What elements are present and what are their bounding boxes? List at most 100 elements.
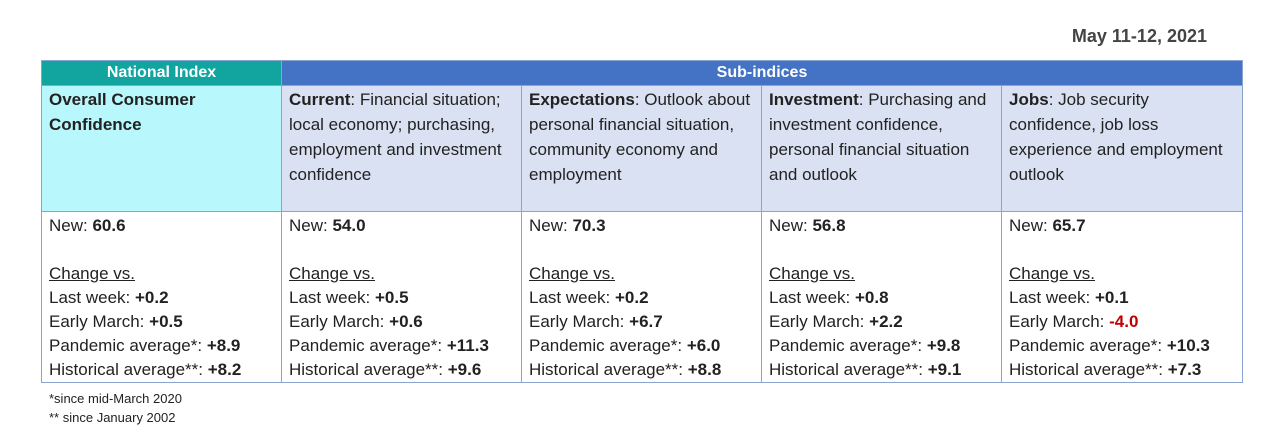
sub-indices-header: Sub-indices xyxy=(281,60,1243,86)
early-march-value: +0.5 xyxy=(149,312,183,331)
desc-title: Jobs xyxy=(1009,90,1049,109)
historical-label: Historical average**: xyxy=(49,360,208,379)
new-label: New: xyxy=(1009,216,1053,235)
spacer xyxy=(49,238,276,262)
pandemic-label: Pandemic average*: xyxy=(1009,336,1167,355)
last-week-value: +0.8 xyxy=(855,288,889,307)
early-march-line: Early March: +6.7 xyxy=(529,310,756,334)
historical-line: Historical average**: +8.2 xyxy=(49,358,276,382)
new-line: New: 60.6 xyxy=(49,214,276,238)
new-line: New: 54.0 xyxy=(289,214,516,238)
last-week-label: Last week: xyxy=(1009,288,1095,307)
stats-cell-investment: New: 56.8 Change vs. Last week: +0.8 Early … xyxy=(761,211,1002,383)
change-label: Change vs. xyxy=(1009,264,1095,283)
last-week-label: Last week: xyxy=(529,288,615,307)
new-value: 54.0 xyxy=(332,216,366,235)
new-value: 60.6 xyxy=(92,216,126,235)
change-label: Change vs. xyxy=(529,264,615,283)
new-value: 70.3 xyxy=(572,216,606,235)
pandemic-line: Pandemic average*: +6.0 xyxy=(529,334,756,358)
historical-line: Historical average**: +8.8 xyxy=(529,358,756,382)
early-march-label: Early March: xyxy=(49,312,150,331)
new-line: New: 70.3 xyxy=(529,214,756,238)
last-week-label: Last week: xyxy=(289,288,375,307)
new-line: New: 65.7 xyxy=(1009,214,1237,238)
historical-label: Historical average**: xyxy=(289,360,448,379)
historical-value: +9.6 xyxy=(447,360,482,379)
pandemic-value: +10.3 xyxy=(1166,336,1210,355)
historical-label: Historical average**: xyxy=(769,360,928,379)
spacer xyxy=(1009,238,1237,262)
historical-value: +8.8 xyxy=(687,360,722,379)
pandemic-label: Pandemic average*: xyxy=(289,336,447,355)
desc-title: Expectations xyxy=(529,90,635,109)
new-label: New: xyxy=(49,216,93,235)
desc-cell-jobs: Jobs: Job security confidence, job loss … xyxy=(1001,85,1243,212)
new-line: New: 56.8 xyxy=(769,214,996,238)
historical-value: +8.2 xyxy=(207,360,242,379)
stats-cell-jobs: New: 65.7 Change vs. Last week: +0.1 Early … xyxy=(1001,211,1243,383)
historical-line: Historical average**: +9.6 xyxy=(289,358,516,382)
pandemic-value: +8.9 xyxy=(206,336,241,355)
early-march-line: Early March: -4.0 xyxy=(1009,310,1237,334)
early-march-label: Early March: xyxy=(769,312,870,331)
change-label: Change vs. xyxy=(769,264,855,283)
pandemic-line: Pandemic average*: +11.3 xyxy=(289,334,516,358)
change-label: Change vs. xyxy=(289,264,375,283)
national-index-header: National Index xyxy=(41,60,282,86)
early-march-value: +2.2 xyxy=(869,312,903,331)
description-row: Overall Consumer Confidence Current: Fin… xyxy=(41,85,1243,212)
report-date: May 11-12, 2021 xyxy=(1071,26,1207,46)
early-march-line: Early March: +0.6 xyxy=(289,310,516,334)
last-week-value: +0.2 xyxy=(135,288,169,307)
early-march-label: Early March: xyxy=(529,312,630,331)
desc-title: Investment xyxy=(769,90,859,109)
footnote-pandemic: *since mid-March 2020 xyxy=(49,391,182,406)
change-label: Change vs. xyxy=(49,264,135,283)
desc-text: : Job security confidence, job loss expe… xyxy=(1009,90,1223,184)
footnote-historical: ** since January 2002 xyxy=(49,410,176,425)
historical-value: +9.1 xyxy=(927,360,962,379)
desc-cell-current: Current: Financial situation; local econ… xyxy=(281,85,522,212)
spacer xyxy=(529,238,756,262)
desc-title: Overall Consumer Confidence xyxy=(49,90,196,134)
stats-cell-expectations: New: 70.3 Change vs. Last week: +0.2 Early … xyxy=(521,211,762,383)
stats-cell-current: New: 54.0 Change vs. Last week: +0.5 Early … xyxy=(281,211,522,383)
pandemic-label: Pandemic average*: xyxy=(529,336,687,355)
new-value: 56.8 xyxy=(812,216,846,235)
last-week-value: +0.5 xyxy=(375,288,409,307)
new-label: New: xyxy=(769,216,813,235)
desc-text: : Purchasing and investment confidence, … xyxy=(769,90,987,184)
pandemic-label: Pandemic average*: xyxy=(49,336,207,355)
early-march-value: -4.0 xyxy=(1109,312,1139,331)
historical-line: Historical average**: +9.1 xyxy=(769,358,996,382)
last-week-line: Last week: +0.1 xyxy=(1009,286,1237,310)
new-label: New: xyxy=(529,216,573,235)
pandemic-line: Pandemic average*: +8.9 xyxy=(49,334,276,358)
desc-text: : Outlook about personal financial situa… xyxy=(529,90,751,184)
desc-cell-investment: Investment: Purchasing and investment co… xyxy=(761,85,1002,212)
last-week-label: Last week: xyxy=(49,288,135,307)
last-week-line: Last week: +0.8 xyxy=(769,286,996,310)
spacer xyxy=(769,238,996,262)
spacer xyxy=(289,238,516,262)
early-march-label: Early March: xyxy=(289,312,390,331)
pandemic-value: +9.8 xyxy=(926,336,961,355)
desc-cell-expectations: Expectations: Outlook about personal fin… xyxy=(521,85,762,212)
pandemic-label: Pandemic average*: xyxy=(769,336,927,355)
early-march-line: Early March: +2.2 xyxy=(769,310,996,334)
stats-cell-overall: New: 60.6 Change vs. Last week: +0.2 Early … xyxy=(41,211,282,383)
pandemic-value: +11.3 xyxy=(446,336,489,355)
historical-label: Historical average**: xyxy=(1009,360,1168,379)
last-week-value: +0.1 xyxy=(1095,288,1129,307)
new-label: New: xyxy=(289,216,333,235)
desc-cell-overall: Overall Consumer Confidence xyxy=(41,85,282,212)
last-week-value: +0.2 xyxy=(615,288,649,307)
historical-value: +7.3 xyxy=(1167,360,1202,379)
stats-row: New: 60.6 Change vs. Last week: +0.2 Early … xyxy=(41,211,1243,383)
last-week-line: Last week: +0.5 xyxy=(289,286,516,310)
last-week-line: Last week: +0.2 xyxy=(49,286,276,310)
confidence-table: National Index Sub-indices Overall Consu… xyxy=(41,60,1243,383)
early-march-value: +6.7 xyxy=(629,312,663,331)
early-march-value: +0.6 xyxy=(389,312,423,331)
